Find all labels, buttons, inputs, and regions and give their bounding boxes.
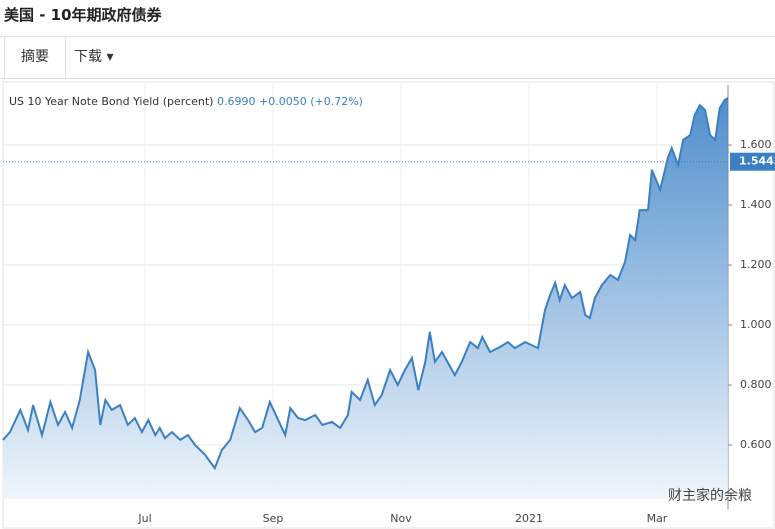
legend: US 10 Year Note Bond Yield (percent) 0.6…: [9, 95, 363, 108]
y-tick-label: 1.200: [740, 258, 772, 271]
legend-name: US 10 Year Note Bond Yield (percent): [9, 95, 213, 108]
x-tick-label: Mar: [647, 512, 668, 525]
y-tick-label: 0.800: [740, 378, 772, 391]
line: [2, 97, 729, 471]
tab[interactable]: 下载 ▾: [74, 49, 114, 65]
page-title: 美国 - 10年期政府债券: [4, 6, 162, 24]
current-value-box: [730, 152, 775, 171]
legend-last: 0.6990: [217, 95, 256, 108]
area: [3, 97, 728, 500]
y-tick-label: 1.400: [740, 198, 772, 211]
legend-change: +0.0050: [259, 95, 307, 108]
tab-label: 下载: [74, 49, 102, 65]
x-tick-label: Jul: [137, 512, 151, 525]
x-tick-label: 2021: [515, 512, 543, 525]
legend-change-pct: (+0.72%): [310, 95, 363, 108]
y-tick-label: 1.600: [740, 138, 772, 151]
y-tick-label: 0.600: [740, 438, 772, 451]
x-tick-label: Sep: [263, 512, 284, 525]
current-value-label: 1.5443: [739, 155, 775, 168]
tab-bar: 摘要 下载 ▾: [0, 36, 775, 79]
tab[interactable]: 摘要: [4, 37, 66, 78]
y-tick-label: 1.000: [740, 318, 772, 331]
watermark: 财主家的余粮: [668, 487, 752, 504]
chart-frame: [2, 81, 775, 529]
x-tick-label: Nov: [390, 512, 412, 525]
